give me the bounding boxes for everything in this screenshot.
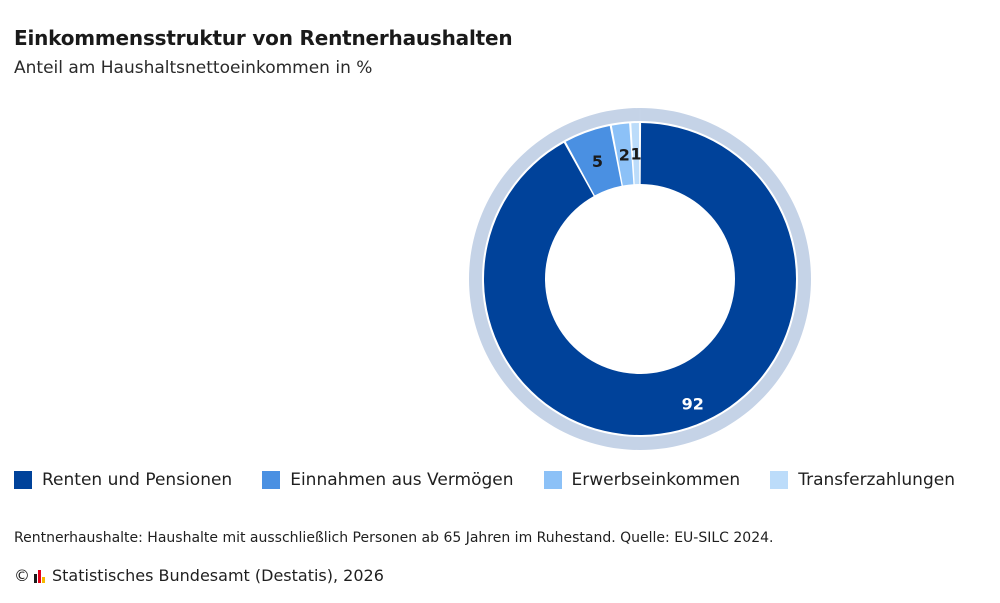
legend-swatch [543, 471, 562, 489]
donut-slice-2[interactable] [565, 125, 622, 196]
legend-item-erwerb[interactable]: Erwerbseinkommen [543, 470, 741, 490]
destatis-logo-icon [34, 569, 46, 583]
chart-title: Einkommensstruktur von Rentnerhaushalten [14, 26, 513, 50]
source-note: Rentnerhaushalte: Haushalte mit ausschli… [14, 530, 774, 546]
legend-label: Einnahmen aus Vermögen [290, 470, 514, 490]
donut-slice-3[interactable] [611, 123, 634, 186]
legend-label: Erwerbseinkommen [571, 470, 741, 490]
data-label-1: 92 [682, 394, 704, 413]
legend-swatch [14, 471, 32, 489]
chart-subtitle: Anteil am Haushaltsnettoeinkommen in % [14, 58, 373, 78]
credit-text: Statistisches Bundesamt (Destatis), 2026 [52, 566, 384, 585]
legend-item-vermoegen[interactable]: Einnahmen aus Vermögen [262, 470, 514, 490]
donut-slice-1[interactable] [484, 123, 797, 436]
legend-swatch [770, 471, 789, 489]
legend-swatch [262, 471, 281, 489]
legend-label: Transferzahlungen [798, 470, 955, 490]
copyright-line: © Statistisches Bundesamt (Destatis), 20… [14, 566, 384, 585]
copyright-symbol: © [14, 566, 30, 585]
data-label-2: 5 [592, 152, 603, 171]
legend-item-renten[interactable]: Renten und Pensionen [14, 470, 232, 490]
data-label-3: 2 [619, 145, 630, 164]
legend-label: Renten und Pensionen [42, 470, 233, 490]
donut-slice-4[interactable] [631, 123, 640, 185]
legend-item-transfer[interactable]: Transferzahlungen [770, 470, 955, 490]
data-label-4: 1 [630, 145, 641, 164]
chart-legend: Renten und Pensionen Einnahmen aus Vermö… [14, 470, 985, 490]
